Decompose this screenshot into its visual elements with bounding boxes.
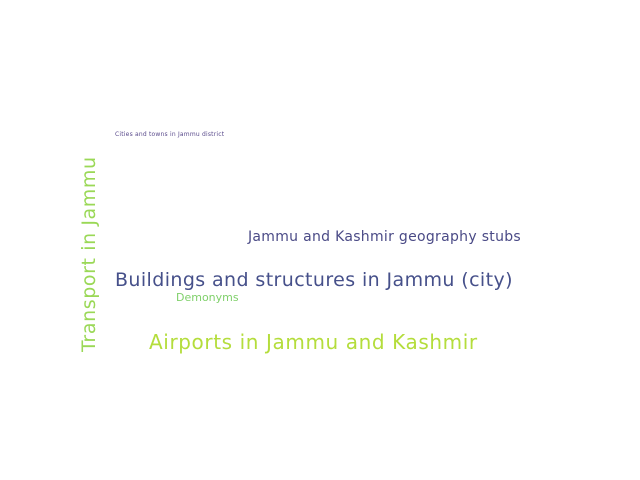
word-jammu-and-kashmir-geography-stubs: Jammu and Kashmir geography stubs: [248, 229, 522, 245]
word-cities-and-towns-in-jammu-district: Cities and towns in Jammu district: [115, 131, 225, 138]
word-buildings-and-structures-in-jammu-city: Buildings and structures in Jammu (city): [115, 269, 513, 291]
word-demonyms: Demonyms: [176, 291, 239, 304]
word-airports-in-jammu-and-kashmir: Airports in Jammu and Kashmir: [149, 330, 478, 354]
word-transport-in-jammu: Transport in Jammu: [78, 156, 100, 352]
